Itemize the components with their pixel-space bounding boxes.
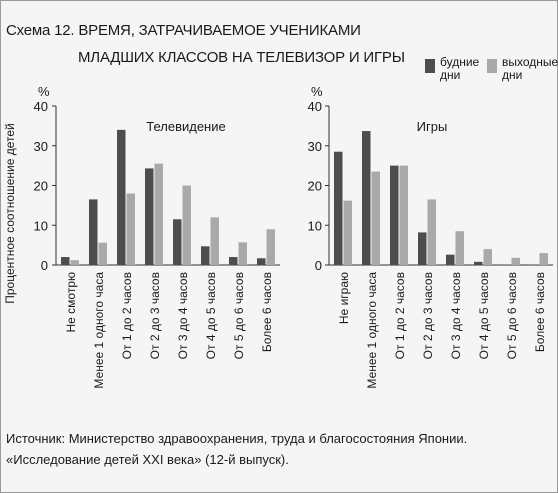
panel2-y-tick-label: 0 <box>315 258 322 273</box>
legend-label-weekends: выходные дни <box>502 55 558 82</box>
source-line1: Источник: Министерство здравоохранения, … <box>6 431 468 446</box>
panel2-category-label: Менее 1 одного часа <box>365 272 379 389</box>
panel1-category-label: Менее 1 одного часа <box>92 272 106 389</box>
panel1-category-label: От 4 до 5 часов <box>204 272 218 359</box>
panel2-y-tick-label: 10 <box>308 218 322 233</box>
panel2-category-label: От 4 до 5 часов <box>477 272 491 359</box>
panel1-bar-weekdays <box>257 258 266 265</box>
panel2-y-tick-label: 40 <box>308 99 322 114</box>
legend-swatch-weekdays <box>425 59 435 73</box>
panel2-category-label: От 5 до 6 часов <box>505 272 519 359</box>
figure-title-line2: МЛАДШИХ КЛАССОВ НА ТЕЛЕВИЗОР И ИГРЫ <box>78 49 405 66</box>
panel1-bar-weekdays <box>89 199 98 265</box>
panel1-category-label: Не смотрю <box>64 272 78 333</box>
panel2-bar-weekends <box>371 171 380 265</box>
panel1-bar-weekends <box>98 242 107 265</box>
panel1-bar-weekends <box>154 163 163 265</box>
panel2-title: Игры <box>417 119 448 134</box>
panel2-bar-weekdays <box>334 151 343 265</box>
panel1-category-label: От 3 до 4 часов <box>176 272 190 359</box>
panel2-category-label: От 3 до 4 часов <box>449 272 463 359</box>
panel1-bar-weekends <box>70 260 79 265</box>
panel1-bar-weekends <box>126 193 135 265</box>
panel2-bar-weekdays <box>418 232 427 265</box>
panel2-bar-weekdays <box>446 254 455 265</box>
panel1-bar-weekends <box>238 242 247 265</box>
panel1-bar-weekends <box>266 229 275 265</box>
panel2-category-label: От 1 до 2 часов <box>393 272 407 359</box>
panel1-y-axis-label: Процентное соотношение детей <box>3 123 17 304</box>
panel1-y-unit: % <box>38 84 50 99</box>
panel1-y-tick-label: 10 <box>34 218 48 233</box>
panel2-y-tick-label: 20 <box>308 179 322 194</box>
panel1-bar-weekends <box>210 217 219 265</box>
panel2-bar-weekdays <box>390 165 399 265</box>
panel1-bar-weekdays <box>173 219 182 265</box>
panel2-bar-weekends <box>455 231 464 265</box>
panel2-bar-weekends <box>399 165 408 265</box>
panel1-bar-weekdays <box>117 129 126 265</box>
panel1-bar-weekdays <box>61 257 70 265</box>
panel2-category-label: От 2 до 3 часов <box>421 272 435 359</box>
panel1-title: Телевидение <box>146 119 225 134</box>
panel2-bar-weekends <box>539 253 548 265</box>
panel2-y-tick-label: 30 <box>308 139 322 154</box>
panel2-category-label: Не играю <box>337 272 351 324</box>
panel1-category-label: Более 6 часов <box>260 272 274 352</box>
panel2-bar-weekends <box>427 199 436 265</box>
panel1-y-tick-label: 0 <box>41 258 48 273</box>
panel1-y-tick-label: 40 <box>34 99 48 114</box>
panel1-bar-weekdays <box>201 246 210 265</box>
panel2-bar-weekends <box>343 200 352 265</box>
panel2-bar-weekdays <box>362 131 371 265</box>
legend-label-weekdays: будние дни <box>440 55 480 82</box>
panel1-y-tick-label: 20 <box>34 179 48 194</box>
panel1-category-label: От 5 до 6 часов <box>232 272 246 359</box>
panel1-category-label: От 2 до 3 часов <box>148 272 162 359</box>
legend-swatch-weekends <box>487 59 497 73</box>
figure-title-line1: Схема 12. ВРЕМЯ, ЗАТРАЧИВАЕМОЕ УЧЕНИКАМИ <box>6 22 361 39</box>
panel2-bar-weekdays <box>474 261 483 265</box>
panel1-category-label: От 1 до 2 часов <box>120 272 134 359</box>
panel2-bar-weekends <box>483 249 492 265</box>
panel2-category-label: Более 6 часов <box>533 272 547 352</box>
panel1-bar-weekdays <box>229 257 238 265</box>
panel1-bar-weekdays <box>145 168 154 265</box>
panel1-y-tick-label: 30 <box>34 139 48 154</box>
panel2-bar-weekends <box>511 257 520 265</box>
source-line2: «Исследование детей XXI века» (12-й выпу… <box>6 452 289 467</box>
panel2-y-unit: % <box>311 84 323 99</box>
panel1-bar-weekends <box>182 185 191 265</box>
